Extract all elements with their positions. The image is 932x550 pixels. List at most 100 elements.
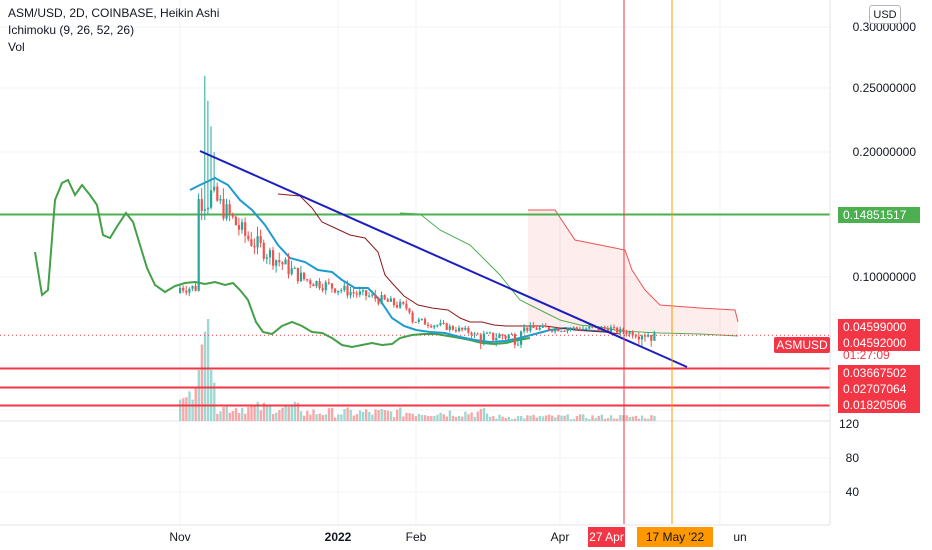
volume-bar — [306, 410, 309, 421]
candle-body — [377, 298, 380, 304]
volume-bar — [281, 407, 284, 421]
candle-body — [203, 209, 206, 211]
candle-body — [185, 290, 188, 293]
price-label[interactable]: 0.02707064 — [838, 381, 920, 397]
volume-tick-label: 40 — [846, 485, 860, 499]
volume-bar — [594, 417, 597, 421]
volume-bar — [606, 418, 610, 421]
price-label-text: 0.04599000 — [843, 320, 907, 334]
candle-body — [330, 283, 334, 289]
candle-body — [631, 331, 634, 336]
price-label-text: 0.01820506 — [843, 398, 907, 412]
candle-body — [358, 291, 361, 295]
candle-body — [616, 327, 619, 333]
volume-bar — [470, 412, 473, 421]
volume-bar — [374, 409, 377, 421]
candle-body — [489, 332, 492, 334]
price-label[interactable]: 0.04592000 — [838, 335, 920, 351]
volume-bar — [557, 414, 560, 421]
price-axis-bg — [830, 0, 932, 550]
candle-body — [637, 336, 640, 340]
time-marker-label[interactable]: 27 Apr — [588, 527, 625, 547]
candle-body — [625, 332, 628, 335]
ichimoku-legend[interactable]: Ichimoku (9, 26, 52, 26) — [8, 23, 135, 37]
volume-bar — [259, 410, 262, 421]
candle-body — [371, 294, 374, 296]
price-label-bg — [838, 207, 920, 223]
price-label[interactable]: 0.03667502 — [838, 365, 920, 381]
price-label[interactable]: 0.04599000 — [838, 319, 920, 335]
time-marker-text: 27 Apr — [589, 530, 624, 544]
volume-bar — [467, 414, 470, 421]
candle-body — [547, 327, 551, 331]
volume-bar — [396, 409, 399, 421]
trendline[interactable] — [199, 150, 688, 368]
horizontal-levels[interactable] — [0, 213, 830, 407]
candle-body — [197, 199, 200, 291]
volume-bar — [489, 416, 492, 421]
volume-bar — [284, 404, 287, 421]
symbol-title[interactable]: ASM/USD, 2D, COINBASE, Heikin Ashi — [8, 6, 220, 20]
volume-bar — [439, 412, 442, 421]
candle-body — [628, 331, 631, 335]
volume-bar — [538, 415, 541, 421]
candle-body — [210, 190, 213, 208]
candle-body — [644, 335, 647, 337]
candle-body — [566, 329, 569, 332]
candle-body — [569, 328, 572, 330]
volume-legend[interactable]: Vol — [8, 40, 25, 54]
currency-button[interactable]: USD — [869, 5, 901, 24]
volume-bar — [349, 409, 352, 421]
price-label[interactable]: 0.01820506 — [838, 397, 920, 413]
volume-bar — [516, 416, 520, 421]
volume-bar — [299, 411, 303, 421]
volume-bar — [566, 414, 569, 421]
candle-body — [296, 267, 299, 282]
price-label[interactable]: 0.14851517 — [838, 207, 920, 223]
time-marker-bg — [588, 527, 625, 547]
volume-bar — [495, 418, 498, 421]
candle-body — [389, 298, 392, 302]
volume-bar — [458, 415, 461, 421]
candle-body — [402, 302, 405, 304]
volume-bar — [637, 418, 641, 421]
candle-body — [442, 323, 445, 325]
candle-body — [256, 236, 259, 248]
volume-bar — [653, 415, 656, 421]
time-marker-label[interactable]: 17 May '22 — [637, 527, 713, 547]
candle-body — [222, 199, 225, 219]
volume-bar — [619, 414, 622, 421]
volume-bar — [247, 407, 250, 421]
candle-body — [578, 328, 582, 331]
price-label[interactable]: 01:27:09 — [843, 348, 890, 362]
volume-bar — [541, 416, 545, 421]
price-tick-label: 0.30000000 — [853, 20, 917, 34]
candle-body — [219, 199, 222, 201]
candle-body — [582, 328, 585, 331]
candle-body — [479, 334, 482, 343]
candle-body — [526, 327, 529, 331]
volume-bar — [563, 415, 566, 421]
candle-body — [619, 328, 622, 333]
price-label-bg — [838, 381, 920, 397]
ichimoku-cloud — [399, 209, 739, 337]
volume-bar — [448, 410, 452, 421]
candle-body — [399, 302, 402, 308]
volume-bar — [414, 416, 417, 421]
volume-bar — [634, 415, 638, 421]
volume-bar — [293, 401, 297, 421]
vertical-markers[interactable] — [623, 0, 673, 524]
volume-bar — [578, 414, 582, 421]
symbol-tag[interactable]: ASMUSD — [774, 337, 830, 353]
cloud-fill — [528, 210, 738, 336]
volume-bar — [383, 409, 386, 421]
candle-body — [327, 282, 330, 284]
volume-bar — [234, 408, 238, 421]
candle-body — [275, 260, 278, 266]
volume-bar — [544, 415, 548, 421]
candle-body — [194, 285, 197, 291]
candle-body — [448, 326, 451, 330]
volume-bar — [501, 416, 504, 421]
volume-tick-label: 120 — [839, 417, 859, 431]
